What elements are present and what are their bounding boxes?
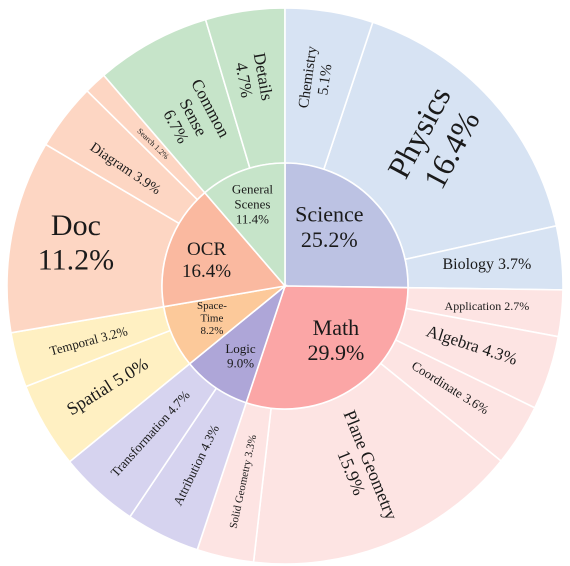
inner-segment-ocr	[161, 191, 287, 308]
inner-label-science: Science 25.2%	[295, 202, 363, 252]
inner-label-logic: Logic 9.0%	[225, 341, 256, 371]
inner-segment-science	[284, 162, 409, 289]
outer-label-doc: Doc 11.2%	[38, 209, 114, 276]
inner-label-math: Math 29.9%	[307, 315, 364, 365]
inner-segment-general-scenes	[203, 162, 286, 289]
outer-label-biology: Biology 3.7%	[442, 255, 531, 272]
inner-label-space-time: Space-Time 8.2%	[197, 299, 227, 336]
inner-label-ocr: OCR 16.4%	[182, 239, 231, 282]
outer-label-application: Application 2.7%	[445, 299, 530, 313]
inner-label-general-scenes: General Scenes 11.4%	[232, 181, 274, 226]
inner-segment-math	[245, 285, 409, 410]
